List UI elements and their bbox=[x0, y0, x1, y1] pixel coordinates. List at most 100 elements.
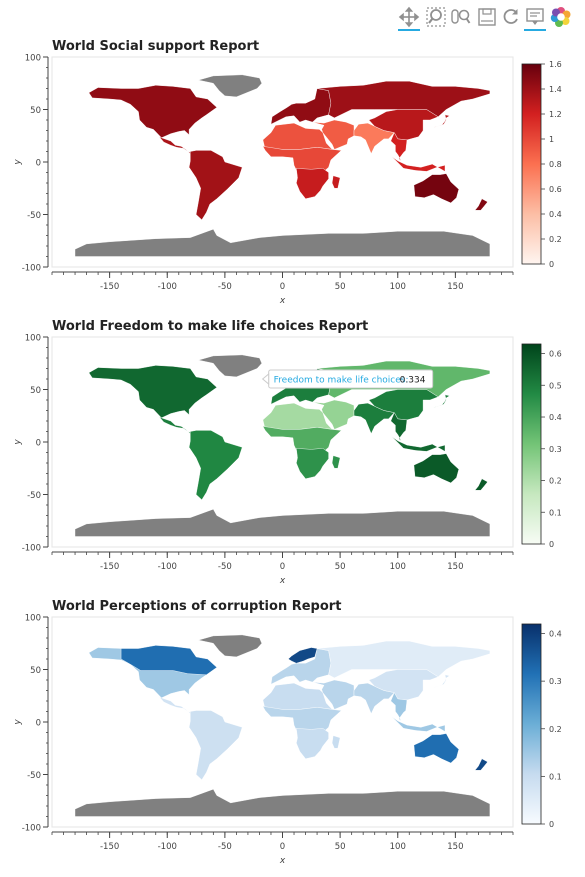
y-tick-label: -100 bbox=[22, 544, 41, 554]
x-tick-label: 50 bbox=[335, 282, 346, 292]
y-tick-label: 50 bbox=[30, 106, 41, 116]
colorbar-tick-label: 1 bbox=[549, 135, 554, 144]
box-zoom-tool[interactable] bbox=[425, 6, 447, 28]
x-tick-label: 100 bbox=[390, 842, 406, 852]
colorbar-tick-label: 0 bbox=[549, 820, 554, 829]
region-canada[interactable] bbox=[120, 645, 218, 676]
save-tool[interactable] bbox=[476, 6, 498, 28]
x-tick-label: 50 bbox=[335, 842, 346, 852]
chart-title: World Perceptions of corruption Report bbox=[52, 599, 341, 614]
region-antarctica[interactable] bbox=[74, 228, 491, 257]
x-tick-label: 150 bbox=[447, 842, 463, 852]
region-russia[interactable] bbox=[317, 640, 491, 679]
region-southern-africa[interactable] bbox=[296, 728, 329, 760]
region-southeast-asia[interactable] bbox=[390, 132, 408, 162]
pan-tool[interactable] bbox=[398, 6, 420, 31]
region-sub-saharan-africa[interactable] bbox=[262, 706, 342, 733]
region-indonesia[interactable] bbox=[391, 436, 446, 452]
colorbar-tick-label: 0.2 bbox=[549, 477, 562, 486]
bokeh-logo[interactable] bbox=[550, 6, 572, 28]
x-tick-label: -150 bbox=[100, 282, 119, 292]
region-south-america[interactable] bbox=[188, 430, 243, 501]
y-tick-label: 100 bbox=[25, 614, 41, 624]
y-axis-label: y bbox=[13, 439, 23, 446]
save-icon bbox=[478, 8, 496, 26]
region-australia[interactable] bbox=[413, 173, 460, 204]
colorbar-tick-label: 1.4 bbox=[549, 85, 562, 94]
x-tick-label: 0 bbox=[280, 282, 285, 292]
colorbar-tick-label: 0 bbox=[549, 540, 554, 549]
y-tick-label: -50 bbox=[27, 211, 41, 221]
region-new-zealand[interactable] bbox=[474, 198, 488, 211]
region-australia[interactable] bbox=[413, 453, 460, 484]
region-antarctica[interactable] bbox=[74, 508, 491, 537]
x-tick-label: -50 bbox=[218, 842, 232, 852]
x-tick-label: 50 bbox=[335, 562, 346, 572]
region-japan[interactable] bbox=[433, 394, 451, 408]
x-tick-label: -150 bbox=[100, 562, 119, 572]
wheel-zoom-tool[interactable] bbox=[450, 6, 472, 28]
region-japan[interactable] bbox=[433, 114, 451, 128]
colorbar[interactable] bbox=[521, 623, 542, 825]
region-scandinavia[interactable] bbox=[287, 647, 318, 664]
region-greenland[interactable] bbox=[198, 74, 263, 98]
region-southeast-asia[interactable] bbox=[390, 412, 408, 442]
region-new-zealand[interactable] bbox=[474, 478, 488, 491]
colorbar[interactable] bbox=[521, 343, 542, 545]
region-antarctica[interactable] bbox=[74, 788, 491, 817]
region-middle-east[interactable] bbox=[312, 679, 355, 710]
region-madagascar[interactable] bbox=[331, 455, 341, 469]
x-tick-label: -100 bbox=[158, 282, 177, 292]
bokeh-logo-icon bbox=[550, 7, 571, 27]
region-east-asia[interactable] bbox=[368, 669, 439, 701]
y-tick-label: -100 bbox=[22, 824, 41, 834]
region-sub-saharan-africa[interactable] bbox=[262, 146, 342, 173]
region-madagascar[interactable] bbox=[331, 175, 341, 189]
region-southern-africa[interactable] bbox=[296, 448, 329, 480]
colorbar-tick-label: 0.6 bbox=[549, 185, 562, 194]
region-russia[interactable] bbox=[317, 80, 491, 119]
reset-icon bbox=[503, 9, 518, 24]
chart-panel-1: World Social support Report100500-50-100… bbox=[13, 39, 562, 306]
x-tick-label: 100 bbox=[390, 562, 406, 572]
tooltip-value: 0.334 bbox=[400, 376, 426, 386]
region-southern-africa[interactable] bbox=[296, 168, 329, 200]
region-indonesia[interactable] bbox=[391, 156, 446, 172]
x-tick-label: 150 bbox=[447, 282, 463, 292]
tooltip-pointer bbox=[261, 372, 270, 386]
region-south-america[interactable] bbox=[188, 710, 243, 781]
region-greenland[interactable] bbox=[198, 634, 263, 658]
y-tick-label: 0 bbox=[36, 439, 41, 449]
reset-tool[interactable] bbox=[500, 6, 522, 28]
region-madagascar[interactable] bbox=[331, 735, 341, 749]
region-south-america[interactable] bbox=[188, 150, 243, 221]
colorbar-tick-label: 1.6 bbox=[549, 60, 562, 69]
y-tick-label: 0 bbox=[36, 719, 41, 729]
region-middle-east[interactable] bbox=[312, 399, 355, 430]
colorbar[interactable] bbox=[521, 63, 542, 265]
tooltip-label: Freedom to make life choices: bbox=[274, 376, 409, 386]
x-tick-label: 0 bbox=[280, 842, 285, 852]
region-australia[interactable] bbox=[413, 733, 460, 764]
region-north-america[interactable] bbox=[88, 365, 218, 419]
colorbar-tick-label: 0.1 bbox=[549, 772, 562, 781]
region-japan[interactable] bbox=[433, 674, 451, 688]
box-zoom-icon bbox=[426, 7, 446, 27]
region-southeast-asia[interactable] bbox=[390, 692, 408, 722]
y-tick-label: -100 bbox=[22, 264, 41, 274]
colorbar-tick-label: 0 bbox=[549, 260, 554, 269]
region-east-asia[interactable] bbox=[368, 389, 439, 421]
x-tick-label: 0 bbox=[280, 562, 285, 572]
x-tick-label: -50 bbox=[218, 282, 232, 292]
region-east-asia[interactable] bbox=[368, 109, 439, 141]
region-new-zealand[interactable] bbox=[474, 758, 488, 771]
region-sub-saharan-africa[interactable] bbox=[262, 426, 342, 453]
region-north-america[interactable] bbox=[88, 85, 218, 139]
region-indonesia[interactable] bbox=[391, 716, 446, 732]
region-middle-east[interactable] bbox=[312, 119, 355, 150]
hover-tool[interactable] bbox=[524, 6, 546, 31]
x-tick-label: -100 bbox=[158, 842, 177, 852]
region-greenland[interactable] bbox=[198, 354, 263, 378]
